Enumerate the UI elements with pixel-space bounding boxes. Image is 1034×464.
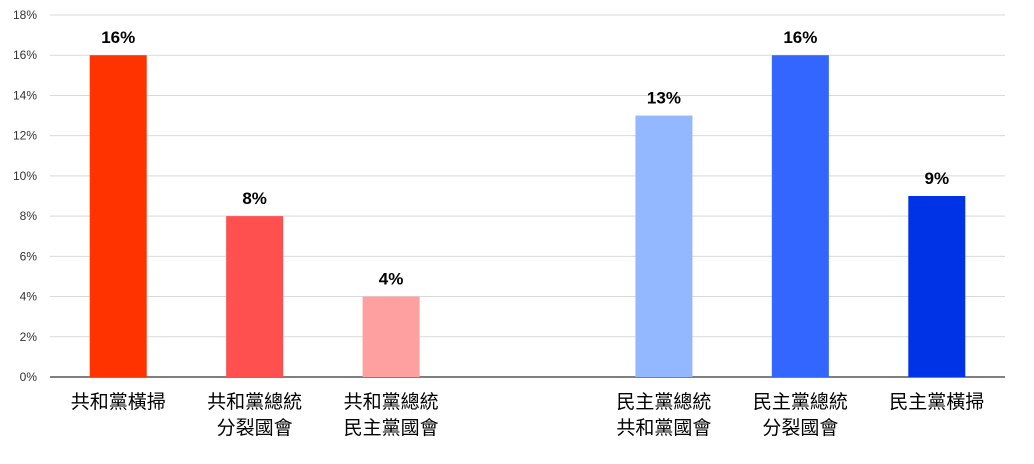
data-label: 8%	[242, 189, 267, 208]
y-tick-label: 12%	[13, 129, 37, 143]
category-label: 共和黨總統	[207, 391, 302, 413]
y-tick-label: 2%	[20, 330, 38, 344]
data-label: 16%	[101, 28, 135, 47]
y-tick-label: 16%	[13, 48, 37, 62]
category-label: 民主黨總統	[616, 391, 711, 413]
category-label: 分裂國會	[762, 417, 838, 439]
bar	[635, 115, 693, 378]
bar	[771, 55, 829, 377]
y-tick-label: 10%	[13, 169, 37, 183]
category-label: 共和黨總統	[344, 391, 439, 413]
category-label: 民主黨橫掃	[889, 391, 984, 413]
category-label: 共和黨橫掃	[71, 391, 166, 413]
y-tick-label: 4%	[20, 290, 38, 304]
y-tick-label: 18%	[13, 8, 37, 22]
y-tick-label: 6%	[20, 249, 38, 263]
category-label: 分裂國會	[217, 417, 293, 439]
y-tick-label: 0%	[20, 370, 38, 384]
category-label: 民主黨總統	[753, 391, 848, 413]
data-label: 9%	[924, 169, 949, 188]
bar	[362, 296, 420, 377]
category-label: 民主黨國會	[344, 417, 439, 439]
bar	[89, 55, 147, 377]
y-tick-label: 8%	[20, 209, 38, 223]
data-label: 13%	[647, 89, 681, 108]
bar	[908, 196, 966, 377]
data-label: 16%	[783, 28, 817, 47]
category-label: 共和黨國會	[616, 417, 711, 439]
y-tick-label: 14%	[13, 88, 37, 102]
data-label: 4%	[379, 270, 404, 289]
bar	[226, 216, 284, 377]
